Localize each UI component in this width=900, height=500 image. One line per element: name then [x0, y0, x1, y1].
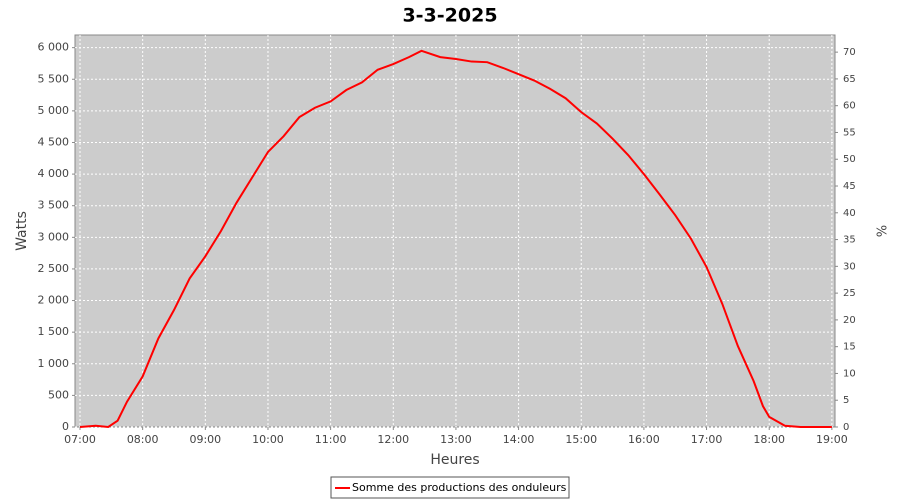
y2-tick-label: 15: [843, 342, 856, 353]
y-axis-label: Watts: [14, 211, 30, 251]
data-line: [79, 49, 832, 429]
y2-axis-label: %: [873, 225, 888, 237]
x-tick-label: 12:00: [377, 433, 409, 446]
x-tick-label: 14:00: [503, 433, 535, 446]
y2-tick-label: 60: [843, 101, 856, 112]
plot-area: [74, 34, 836, 428]
y2-tick-label: 0: [843, 422, 849, 433]
y-tick-label: 0: [62, 420, 69, 433]
x-tick-label: 13:00: [440, 433, 472, 446]
y-tick-label: 5 500: [38, 72, 70, 85]
x-tick-label: 16:00: [628, 433, 660, 446]
y-tick-label: 500: [48, 388, 69, 401]
legend-box: [330, 476, 570, 499]
x-tick-label: 17:00: [691, 433, 723, 446]
y-tick-label: 3 000: [38, 230, 70, 243]
y-tick-label: 4 500: [38, 135, 70, 148]
y2-tick-label: 5: [843, 395, 849, 406]
x-tick-label: 08:00: [127, 433, 159, 446]
y-tick-label: 2 500: [38, 262, 70, 275]
y2-tick-label: 45: [843, 181, 856, 192]
x-axis-label: Heures: [430, 452, 479, 468]
legend: Somme des productions des onduleurs: [330, 476, 570, 499]
y2-tick-label: 65: [843, 74, 856, 85]
legend-label: Somme des productions des onduleurs: [352, 481, 567, 494]
y2-tick-label: 25: [843, 288, 856, 299]
x-tick-label: 07:00: [64, 433, 96, 446]
y2-tick-label: 30: [843, 261, 856, 272]
y2-tick-label: 50: [843, 154, 856, 165]
y2-tick-label: 40: [843, 208, 856, 219]
y-tick-label: 4 000: [38, 167, 70, 180]
y2-tick-label: 70: [843, 47, 856, 58]
y2-tick-label: 55: [843, 127, 856, 138]
chart-title: 3-3-2025: [402, 5, 497, 27]
y2-tick-label: 20: [843, 315, 856, 326]
y-tick-label: 5 000: [38, 104, 70, 117]
x-tick-label: 11:00: [315, 433, 347, 446]
y-tick-label: 1 000: [38, 357, 70, 370]
y-tick-label: 6 000: [38, 41, 70, 54]
x-tick-label: 09:00: [189, 433, 221, 446]
y-tick-label: 1 500: [38, 325, 70, 338]
x-tick-label: 10:00: [252, 433, 284, 446]
x-tick-label: 19:00: [816, 433, 848, 446]
x-tick-label: 15:00: [565, 433, 597, 446]
x-tick-label: 18:00: [753, 433, 785, 446]
y-tick-label: 3 500: [38, 199, 70, 212]
y2-tick-label: 10: [843, 368, 856, 379]
y-tick-label: 2 000: [38, 294, 70, 307]
y2-tick-label: 35: [843, 235, 856, 246]
